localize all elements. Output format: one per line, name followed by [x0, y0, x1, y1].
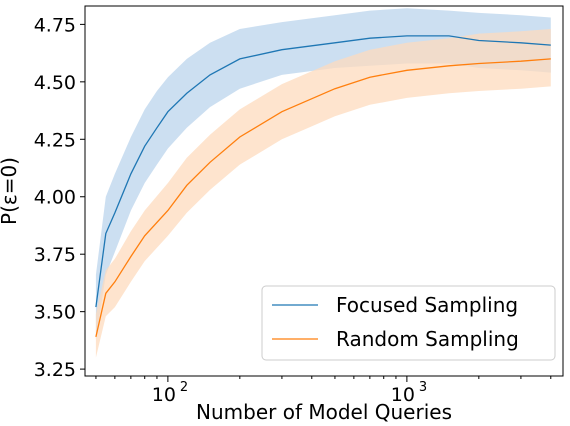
- y-tick-label: 4.25: [34, 129, 76, 151]
- y-axis-label: P(ε=0): [0, 157, 21, 225]
- x-tick-label: 10: [152, 384, 176, 406]
- x-axis-label: Number of Model Queries: [196, 400, 452, 424]
- plot-area: [84, 5, 564, 377]
- y-tick-label: 3.25: [34, 359, 76, 381]
- x-tick-label: 10: [391, 384, 415, 406]
- y-tick-label: 3.75: [34, 244, 76, 266]
- y-tick-label: 4.50: [34, 72, 76, 94]
- y-tick-label: 4.75: [34, 14, 76, 36]
- y-tick-label: 3.50: [34, 302, 76, 324]
- x-axis-ticks: 10 2 10 3: [95, 376, 552, 406]
- y-axis-ticks: 3.25 3.50 3.75 4.00 4.25 4.50 4.75: [34, 14, 85, 381]
- y-tick-label: 4.00: [34, 187, 76, 209]
- x-tick-exponent: 3: [419, 380, 427, 395]
- random-sampling-line: [95, 58, 551, 338]
- series-lines: [95, 35, 551, 338]
- legend-box: [261, 285, 556, 361]
- legend-label-random-sampling: Random Sampling: [336, 327, 519, 351]
- legend: Focused Sampling Random Sampling: [261, 285, 556, 361]
- focused-sampling-line: [95, 35, 551, 308]
- x-tick-exponent: 2: [180, 380, 188, 395]
- focused-sampling-band: [95, 8, 551, 340]
- legend-label-focused-sampling: Focused Sampling: [336, 293, 518, 317]
